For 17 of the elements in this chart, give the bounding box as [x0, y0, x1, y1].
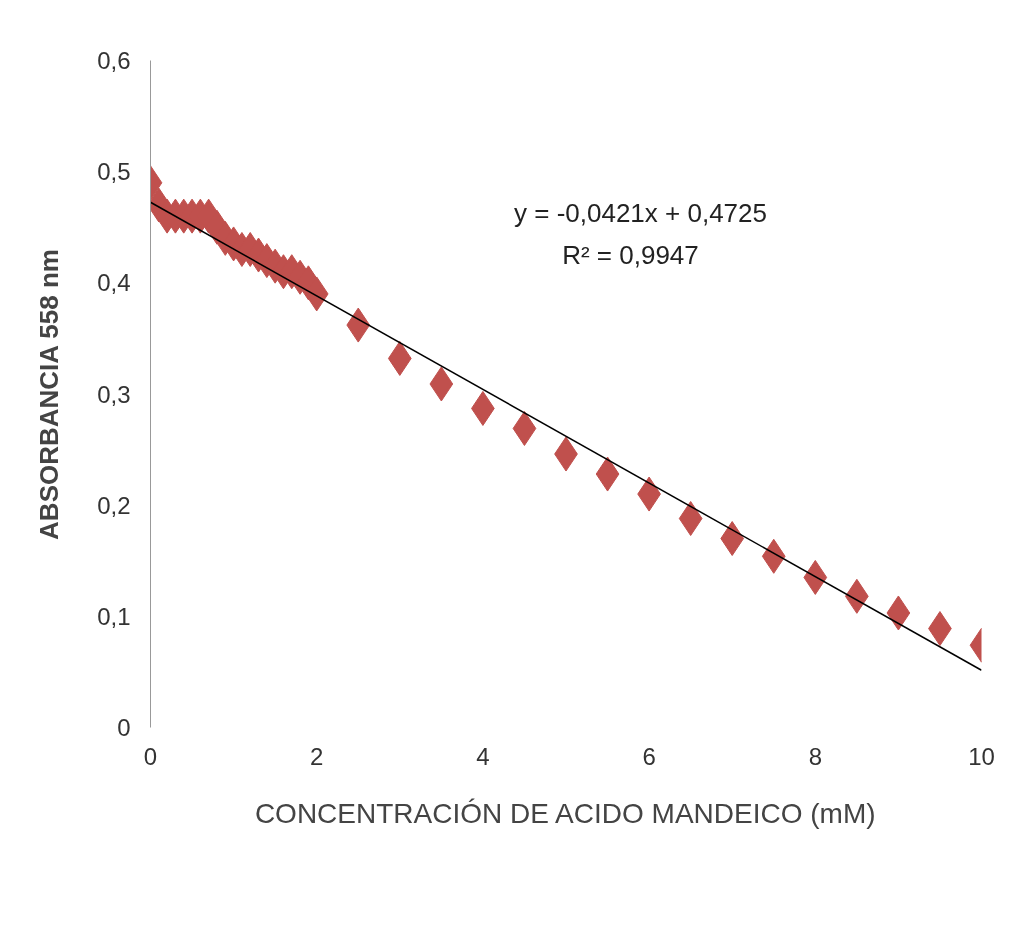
y-tick-label: 0,3: [97, 380, 131, 408]
y-tick-label: 0,5: [97, 158, 131, 186]
x-tick-label: 0: [143, 742, 158, 770]
x-tick-label: 6: [642, 742, 656, 770]
y-tick-label: 0,2: [97, 491, 131, 519]
x-tick-label: 4: [476, 742, 490, 770]
x-tick-label: 8: [808, 742, 822, 770]
x-axis-title: CONCENTRACIÓN DE ACIDO MANDEICO (mM): [254, 797, 876, 829]
y-tick-label: 0,4: [97, 269, 131, 297]
y-axis-title: ABSORBANCIA 558 nm: [34, 249, 65, 540]
y-tick-label: 0,6: [97, 47, 131, 74]
annotation: y = -0,0421x + 0,4725: [514, 197, 767, 228]
x-tick-label: 2: [310, 742, 324, 770]
annotation: R² = 0,9947: [562, 239, 699, 270]
x-tick-label: 10: [968, 742, 995, 770]
y-tick-label: 0: [117, 714, 131, 741]
y-tick-label: 0,1: [97, 602, 131, 630]
